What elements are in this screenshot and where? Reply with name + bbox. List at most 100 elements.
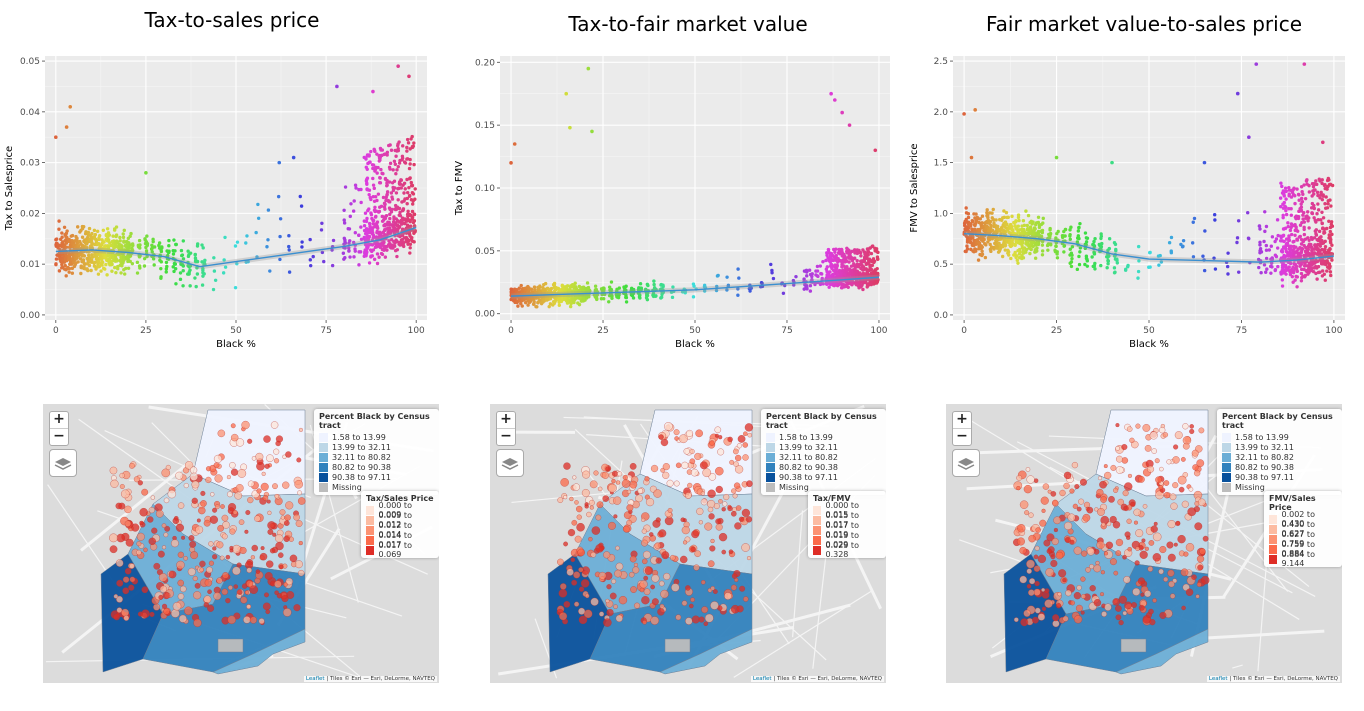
data-point	[364, 179, 369, 183]
legend-swatch	[766, 432, 775, 442]
zoom-control[interactable]: + −	[49, 411, 69, 446]
data-point	[1307, 216, 1311, 220]
data-point	[164, 270, 168, 274]
y-tick-label: 0.5	[934, 260, 948, 270]
data-point	[1312, 182, 1316, 186]
data-point	[1284, 189, 1288, 194]
data-point	[850, 249, 854, 254]
data-point	[1190, 241, 1195, 245]
data-point	[1303, 273, 1308, 278]
data-point	[581, 289, 585, 293]
legend-swatch	[366, 545, 375, 555]
property-point	[251, 544, 258, 552]
property-point	[709, 440, 715, 446]
data-point	[702, 285, 707, 289]
property-point	[265, 609, 271, 615]
data-point	[371, 183, 376, 187]
data-point	[560, 283, 565, 288]
data-point	[178, 277, 183, 282]
data-point	[1078, 250, 1082, 254]
data-point	[1006, 248, 1010, 252]
data-point	[989, 249, 993, 254]
data-point	[1299, 208, 1304, 212]
property-point	[738, 516, 745, 522]
data-point	[1315, 259, 1320, 264]
property-point	[260, 546, 265, 551]
layers-icon[interactable]	[496, 449, 524, 477]
data-point	[1297, 193, 1301, 197]
data-point	[970, 218, 974, 223]
data-point	[84, 242, 89, 246]
data-point	[1296, 260, 1301, 264]
property-point	[227, 491, 233, 498]
property-point	[256, 488, 262, 494]
data-point	[581, 299, 585, 303]
data-point	[985, 208, 989, 212]
property-point	[661, 551, 670, 560]
data-point	[824, 258, 828, 263]
data-point	[121, 260, 125, 265]
data-point	[118, 252, 123, 257]
x-tick-label: 75	[1236, 326, 1247, 336]
zoom-in-button[interactable]: +	[497, 412, 515, 429]
data-point	[375, 230, 379, 235]
data-point	[1009, 256, 1013, 261]
data-point	[749, 286, 753, 290]
property-point	[634, 602, 641, 609]
map-tax-to-fmv[interactable]: + − Percent Black by Census tract 1.58 to 1…	[490, 404, 886, 683]
data-point	[852, 275, 856, 279]
data-point	[342, 221, 347, 225]
data-point	[72, 243, 77, 247]
data-point	[287, 270, 292, 274]
property-point	[701, 580, 706, 585]
y-tick-label: 0.00	[20, 311, 40, 321]
data-point	[82, 261, 86, 266]
data-point	[1323, 261, 1327, 266]
data-point	[542, 288, 546, 293]
property-point	[643, 588, 651, 595]
data-point	[78, 230, 82, 234]
legend-label: 90.38 to 97.11	[779, 472, 838, 482]
outlier-point	[371, 89, 375, 94]
zoom-in-button[interactable]: +	[50, 412, 68, 429]
data-point	[376, 210, 381, 214]
property-point	[235, 484, 244, 492]
data-point	[378, 176, 382, 180]
data-point	[385, 193, 389, 197]
data-point	[1318, 244, 1323, 248]
property-point	[735, 505, 742, 511]
data-point	[818, 264, 823, 268]
legend-swatch	[813, 515, 822, 525]
data-point	[1325, 269, 1329, 273]
data-point	[966, 212, 971, 216]
layers-icon[interactable]	[49, 449, 77, 477]
leaflet-link[interactable]: Leaflet	[305, 676, 325, 682]
data-point	[410, 134, 414, 139]
property-point	[596, 501, 604, 509]
data-point	[1326, 261, 1330, 265]
zoom-out-button[interactable]: −	[500, 428, 512, 444]
data-point	[385, 178, 389, 183]
data-point	[114, 258, 119, 262]
data-point	[577, 296, 582, 300]
property-point	[137, 611, 143, 617]
zoom-control[interactable]: + −	[496, 411, 516, 446]
data-point	[1076, 234, 1081, 238]
data-point	[1287, 235, 1291, 240]
property-point	[266, 454, 274, 463]
property-point	[172, 602, 182, 611]
legend-item: 0.019 to 0.029	[813, 531, 881, 549]
property-point	[698, 616, 705, 623]
data-point	[1148, 250, 1152, 255]
data-point	[1069, 264, 1074, 269]
map-tax-to-sales[interactable]: + − Percent Black by Census tract 1.58 to 1…	[43, 404, 439, 683]
zoom-out-button[interactable]: −	[53, 428, 65, 444]
data-point	[413, 228, 417, 233]
data-point	[68, 245, 73, 249]
data-point	[1301, 192, 1305, 197]
data-point	[1328, 225, 1333, 230]
property-point	[573, 571, 581, 579]
leaflet-link[interactable]: Leaflet	[752, 676, 772, 682]
data-point	[67, 270, 71, 274]
map-fmv-to-sales[interactable]: + − Percent Black by Census tract 1.58 to 1…	[946, 404, 1342, 683]
